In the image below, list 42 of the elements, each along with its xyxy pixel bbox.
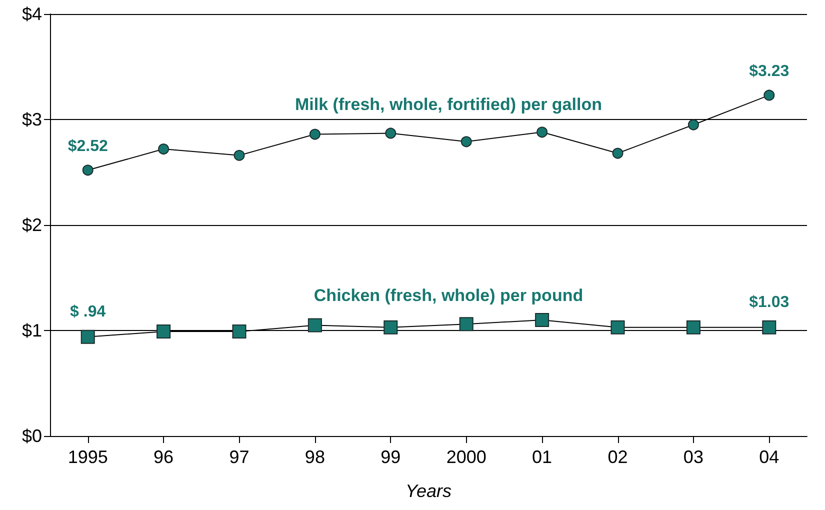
point xyxy=(158,144,170,155)
point xyxy=(156,324,171,339)
point xyxy=(762,320,776,334)
data-label: $2.52 xyxy=(68,138,108,156)
point xyxy=(610,320,625,334)
x-tick-label: 04 xyxy=(759,447,780,467)
point xyxy=(459,317,474,332)
x-tick-label: 01 xyxy=(532,447,552,467)
y-tick-label: $0 xyxy=(22,426,42,446)
point xyxy=(460,136,472,148)
point xyxy=(234,150,245,161)
data-label: $ .94 xyxy=(70,303,106,320)
point xyxy=(535,312,550,327)
x-tick-label: 2000 xyxy=(446,447,486,467)
x-tick-label: 97 xyxy=(229,447,250,467)
point xyxy=(764,90,775,101)
point xyxy=(536,126,548,138)
point xyxy=(612,148,624,159)
y-tick-label: $2 xyxy=(22,215,42,235)
data-label: $3.23 xyxy=(749,63,790,80)
point xyxy=(80,330,95,344)
y-tick-label: $1 xyxy=(22,320,42,340)
x-tick-label: 02 xyxy=(608,447,628,467)
point xyxy=(308,318,322,332)
point xyxy=(82,164,94,176)
x-tick-label: 03 xyxy=(683,447,704,467)
x-tick-label: 99 xyxy=(380,447,401,467)
point xyxy=(384,320,398,334)
x-tick-label: 96 xyxy=(154,447,174,467)
y-tick-label: $3 xyxy=(22,110,42,130)
y-tick-label: $4 xyxy=(22,4,42,24)
point xyxy=(385,128,396,139)
point xyxy=(232,324,246,339)
point xyxy=(688,119,699,130)
series-label: Milk (fresh, whole, fortified) per gallon xyxy=(295,95,602,114)
x-axis-title: Years xyxy=(405,481,452,501)
point xyxy=(686,320,700,334)
x-tick-label: 98 xyxy=(304,447,325,467)
point xyxy=(309,128,320,140)
data-label: $1.03 xyxy=(749,294,790,311)
series-label: Chicken (fresh, whole) per pound xyxy=(314,286,584,306)
x-tick-label: 1995 xyxy=(68,447,108,467)
